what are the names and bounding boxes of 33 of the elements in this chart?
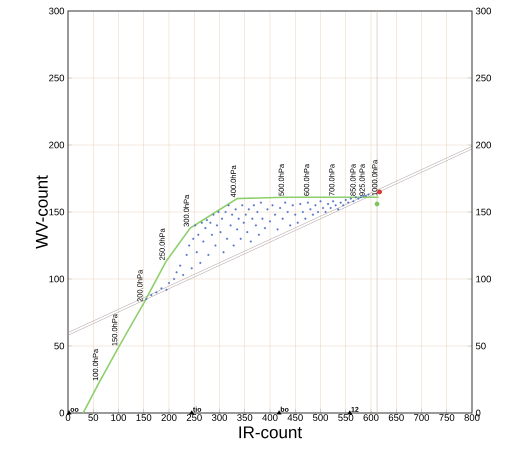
y-tick-label: 300 (48, 8, 64, 14)
x-tick-label: 150 (136, 414, 152, 421)
x-tick-label: 50 (88, 414, 98, 421)
x-axis-title: IR-count (239, 426, 302, 438)
x-tick-label: 600 (364, 414, 379, 421)
y-tick-label: 0 (60, 410, 64, 416)
x-tick-label: 800 (464, 414, 480, 421)
y2-tick-label: 50 (476, 342, 486, 350)
y2-tick-label: 150 (476, 208, 491, 216)
y-axis-title: WV-count (36, 175, 48, 249)
y2-tick-label: 250 (476, 74, 491, 82)
x-tick-label: 750 (439, 414, 454, 421)
y-tick-label: 50 (54, 342, 64, 350)
x-tick-label: 200 (162, 414, 177, 421)
x-tick-label: 500 (312, 414, 328, 421)
y2-tick-label: 0 (476, 410, 480, 416)
y2-tick-label: 300 (476, 8, 491, 14)
x-tick-label: 300 (212, 414, 228, 421)
y-tick-label: 200 (49, 142, 64, 148)
y2-tick-label: 200 (476, 142, 491, 148)
y-tick-label: 100 (49, 276, 64, 282)
y2-tick-label: 100 (476, 276, 491, 282)
x-tick-label: 100 (111, 414, 126, 421)
x-tick-label: 450 (288, 414, 303, 421)
x-tick-label: 400 (262, 414, 278, 421)
x-tick-label: 700 (414, 414, 430, 421)
x-tick-label: 350 (237, 414, 252, 421)
x-tick-label: 650 (388, 414, 404, 421)
x-tick-label: 0 (66, 414, 70, 421)
y-tick-label: 250 (49, 74, 64, 82)
y-tick-label: 150 (49, 208, 64, 216)
x-tick-label: 250 (186, 414, 202, 421)
x-tick-label: 550 (338, 414, 354, 421)
